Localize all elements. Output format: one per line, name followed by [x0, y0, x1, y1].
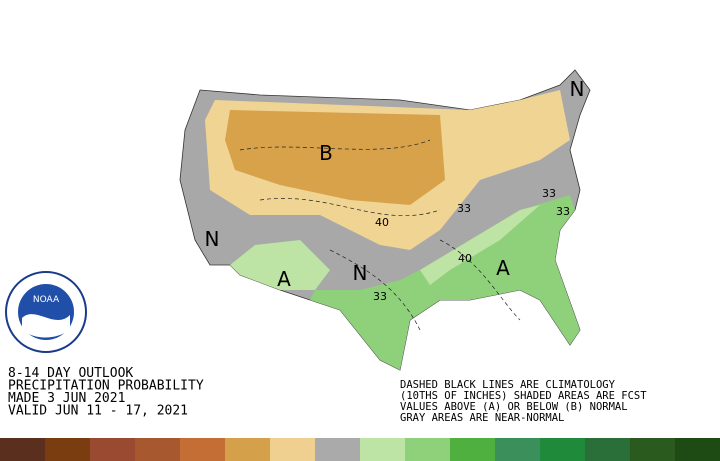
contour-label: 33	[556, 205, 570, 218]
note-line: DASHED BLACK LINES ARE CLIMATOLOGY	[400, 379, 616, 391]
map-shapes	[179, 69, 591, 371]
climatology-line	[239, 139, 431, 151]
region-label: N	[570, 77, 585, 101]
contour-label: 33	[373, 290, 387, 303]
below-dark	[225, 110, 445, 205]
note-line: (10THS OF INCHES) SHADED AREAS ARE FCST	[400, 390, 647, 402]
region-label: A	[277, 267, 291, 291]
region-label: N	[205, 227, 220, 251]
header-line: MADE 3 JUN 2021	[8, 391, 125, 406]
above-southeast	[310, 195, 580, 370]
map-lines	[239, 139, 521, 331]
notes: DASHED BLACK LINES ARE CLIMATOLOGY(10THS…	[400, 379, 647, 424]
header-line: VALID JUN 11 - 17, 2021	[8, 404, 188, 419]
noaa-logo: NOAA	[5, 271, 87, 353]
note-line: GRAY AREAS ARE NEAR-NORMAL	[400, 412, 564, 424]
region-label: N	[353, 261, 368, 285]
above-light	[420, 205, 540, 285]
above-southwest	[230, 240, 330, 290]
region-label: B	[319, 141, 333, 165]
header-line: 8-14 DAY OUTLOOK	[8, 366, 133, 381]
color-legend	[0, 438, 720, 461]
contour-label: 40	[458, 252, 472, 265]
contour-label: 33	[457, 202, 471, 215]
region-label: A	[496, 256, 510, 280]
climatology-line	[329, 249, 421, 331]
contour-label: 33	[542, 187, 556, 200]
note-line: VALUES ABOVE (A) OR BELOW (B) NORMAL	[400, 401, 628, 413]
contour-label: 40	[375, 216, 389, 229]
climatology-line	[259, 198, 441, 217]
header-line: PRECIPITATION PROBABILITY	[8, 379, 204, 394]
logo-text: NOAA	[33, 295, 60, 305]
